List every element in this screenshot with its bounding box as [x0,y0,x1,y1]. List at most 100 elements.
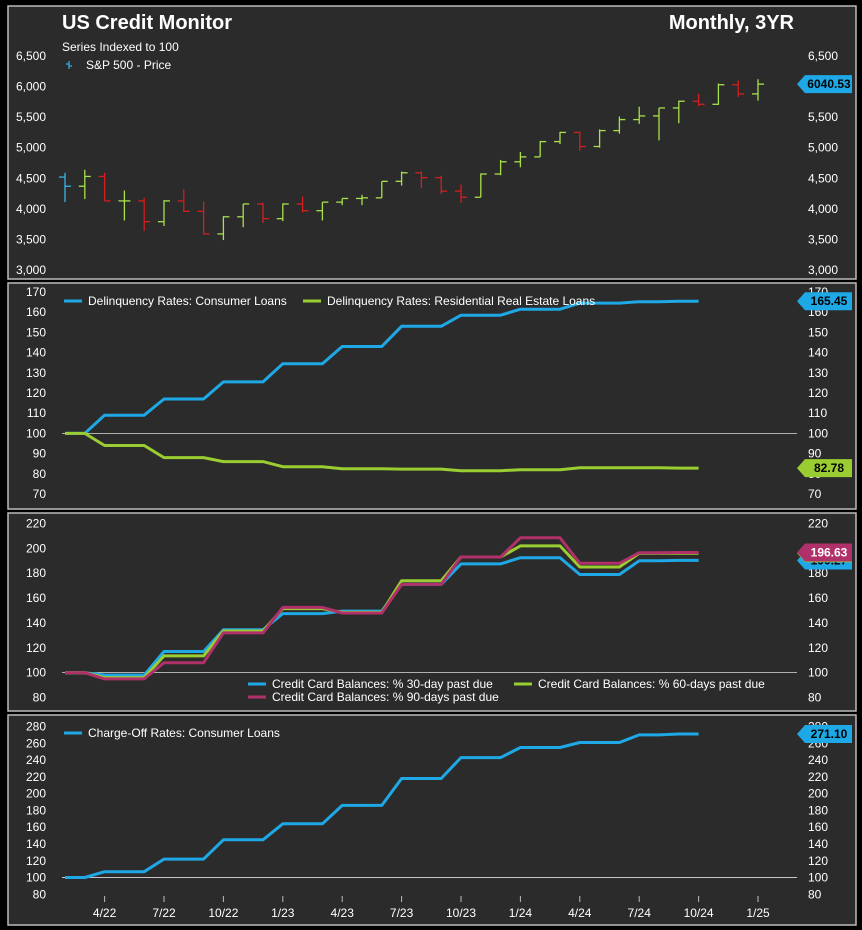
x-tick-label: 7/22 [152,906,176,920]
y-tick-right: 220 [808,770,828,784]
ohlc-bar [633,106,646,124]
y-tick-right: 120 [808,386,828,400]
y-tick-right: 180 [808,566,828,580]
y-tick-right: 3,500 [808,232,838,246]
y-tick-right: 220 [808,516,828,530]
legend-sp500: S&P 500 - Price [86,58,171,72]
y-tick-right: 120 [808,641,828,655]
last-value-tag-tag [797,459,852,478]
y-tick-left: 120 [26,854,46,868]
ohlc-bar [118,190,131,221]
ohlc-bar [257,202,269,223]
y-tick-left: 100 [26,871,46,885]
ohlc-bar [573,131,586,151]
last-value-tag-group: 82.78 [797,459,852,478]
ohlc-bar [158,200,170,226]
y-tick-right: 80 [808,887,822,901]
y-tick-left: 4,500 [16,171,46,185]
last-value-tag: 271.10 [811,727,848,741]
series-line [65,299,699,435]
y-tick-right: 130 [808,366,828,380]
y-tick-left: 200 [26,787,46,801]
ohlc-bar [296,196,309,213]
y-tick-right: 100 [808,426,828,440]
y-tick-right: 100 [808,871,828,885]
last-value-sp500-group: 6040.53 [797,75,852,94]
y-tick-left: 140 [26,616,46,630]
y-tick-left: 90 [33,447,47,461]
x-tick-label: 1/24 [509,906,533,920]
x-tick-label: 4/24 [568,906,592,920]
last-value-tag-group: 271.10 [797,724,852,743]
ohlc-bar [98,172,111,202]
series-line [65,732,699,879]
ohlc-bar [692,93,705,107]
ohlc-bar [276,203,289,222]
panel-3-frame [7,512,857,712]
ohlc-bar [59,172,71,203]
y-tick-right: 5,000 [808,141,838,155]
y-tick-left: 220 [26,770,46,784]
legend-label: Credit Card Balances: % 60-days past due [538,677,765,691]
y-tick-right: 5,500 [808,110,838,124]
y-tick-left: 220 [26,516,46,530]
last-value-tag-tag [797,543,852,562]
y-tick-left: 5,500 [16,110,46,124]
ohlc-bar [534,140,547,158]
y-tick-right: 140 [808,346,828,360]
legend-label: Credit Card Balances: % 30-day past due [272,677,493,691]
y-tick-right: 6,500 [808,49,838,63]
y-tick-right: 70 [808,487,822,501]
y-tick-right: 140 [808,837,828,851]
y-tick-right: 240 [808,753,828,767]
ohlc-bar [177,189,190,212]
x-tick-label: 7/23 [390,906,414,920]
ohlc-bar [653,107,665,141]
series-line [65,431,699,473]
y-tick-right: 80 [808,691,822,705]
y-tick-right: 200 [808,787,828,801]
y-tick-left: 110 [27,406,46,420]
y-tick-right: 150 [808,325,828,339]
y-tick-left: 180 [26,566,46,580]
ohlc-bar [435,175,448,195]
chart-period: Monthly, 3YR [668,12,794,34]
y-tick-left: 140 [26,346,46,360]
y-tick-left: 160 [26,591,46,605]
x-tick-label: 10/24 [684,906,714,920]
ohlc-bar [375,180,388,199]
y-tick-left: 6,500 [16,49,46,63]
legend-label: Credit Card Balances: % 90-days past due [272,690,499,704]
ohlc-bar [593,129,606,148]
x-tick-label: 4/22 [93,906,117,920]
y-tick-left: 140 [26,837,46,851]
y-tick-left: 240 [26,753,46,767]
panel-2-frame [7,282,857,510]
last-value-sp500-tag [797,75,852,94]
y-tick-left: 5,000 [16,141,46,155]
x-tick-label: 7/24 [628,906,652,920]
y-tick-left: 160 [26,820,46,834]
ohlc-bar [732,80,745,97]
chart-title: US Credit Monitor [62,12,232,34]
ohlc-bar [494,159,507,176]
chart-subtitle: Series Indexed to 100 [62,40,179,54]
ohlc-bar [474,173,487,198]
y-tick-left: 280 [26,720,46,734]
y-tick-right: 160 [808,591,828,605]
last-value-tag-tag [797,724,852,743]
y-tick-right: 4,000 [808,202,838,216]
legend-label: Delinquency Rates: Consumer Loans [88,294,287,308]
y-tick-right: 140 [808,616,828,630]
ohlc-bar [237,203,250,228]
y-tick-right: 4,500 [808,171,838,185]
ohlc-bar [514,151,527,168]
x-tick-label: 10/22 [208,906,238,920]
ohlc-bar [712,83,725,105]
last-value-tag-tag [797,292,852,311]
last-value-tag: 165.45 [811,294,848,308]
y-tick-left: 180 [26,803,46,817]
y-tick-left: 130 [26,366,46,380]
